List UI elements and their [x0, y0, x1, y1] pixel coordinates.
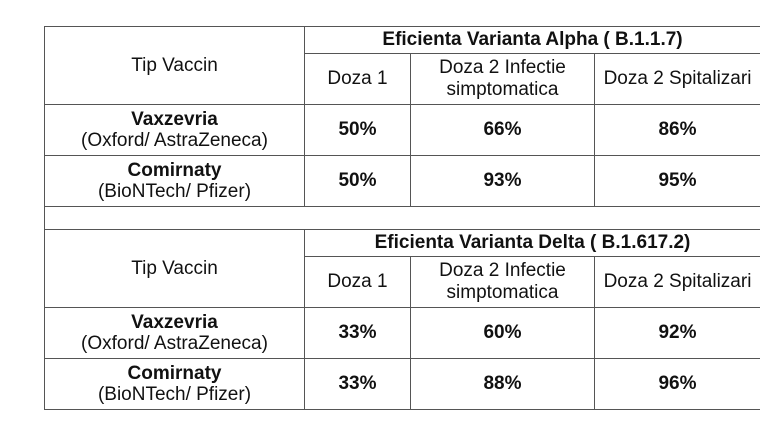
alpha-col-dose2-hospital: Doza 2 Spitalizari: [593, 53, 760, 105]
alpha-type-label: Tip Vaccin: [44, 26, 305, 105]
delta-col-dose2-infection: Doza 2 Infectie simptomatica: [410, 256, 595, 308]
table-row: Vaxzevria (Oxford/ AstraZeneca) 50% 66% …: [44, 104, 760, 156]
delta-col-dose2-hospital: Doza 2 Spitalizari: [593, 256, 760, 308]
section-spacer: [43, 206, 760, 230]
alpha-variant-title: Eficienta Varianta Alpha ( B.1.1.7): [303, 26, 760, 54]
delta-subheader-row: Doza 1 Doza 2 Infectie simptomatica Doza…: [45, 256, 760, 308]
vaccine-name: Vaxzevria: [131, 109, 218, 130]
table-row: Vaxzevria (Oxford/ AstraZeneca) 33% 60% …: [44, 307, 760, 359]
delta-col-dose1: Doza 1: [304, 256, 411, 308]
efficacy-value: 95%: [593, 155, 760, 207]
vaccine-cell: Comirnaty (BioNTech/ Pfizer): [44, 358, 305, 410]
vaccine-cell: Comirnaty (BioNTech/ Pfizer): [44, 155, 305, 207]
efficacy-value: 92%: [593, 307, 760, 359]
efficacy-value: 88%: [410, 358, 595, 410]
spacer-cell: [43, 206, 760, 230]
delta-header-row: Tip Vaccin Eficienta Varianta Delta ( B.…: [44, 229, 760, 308]
efficacy-value: 50%: [304, 104, 411, 156]
vaccine-name: Vaxzevria: [131, 312, 218, 333]
efficacy-value: 60%: [410, 307, 595, 359]
efficacy-value: 33%: [304, 358, 411, 410]
efficacy-value: 93%: [410, 155, 595, 207]
delta-variant-title: Eficienta Varianta Delta ( B.1.617.2): [303, 229, 760, 257]
alpha-col-dose1: Doza 1: [304, 53, 411, 105]
vaccine-maker: (Oxford/ AstraZeneca): [81, 130, 268, 151]
table-row: Comirnaty (BioNTech/ Pfizer) 50% 93% 95%: [44, 155, 760, 207]
delta-type-label: Tip Vaccin: [44, 229, 305, 308]
vaccine-maker: (Oxford/ AstraZeneca): [81, 333, 268, 354]
alpha-subheader-row: Doza 1 Doza 2 Infectie simptomatica Doza…: [45, 53, 760, 105]
efficacy-value: 33%: [304, 307, 411, 359]
alpha-header-row: Tip Vaccin Eficienta Varianta Alpha ( B.…: [44, 26, 760, 105]
vaccine-maker: (BioNTech/ Pfizer): [97, 384, 252, 405]
vaccine-efficacy-table: Tip Vaccin Eficienta Varianta Alpha ( B.…: [43, 26, 760, 410]
vaccine-maker: (BioNTech/ Pfizer): [97, 181, 252, 202]
vaccine-cell: Vaxzevria (Oxford/ AstraZeneca): [44, 307, 305, 359]
table-row: Comirnaty (BioNTech/ Pfizer) 33% 88% 96%: [44, 358, 760, 410]
efficacy-value: 96%: [593, 358, 760, 410]
efficacy-value: 50%: [304, 155, 411, 207]
alpha-col-dose2-infection: Doza 2 Infectie simptomatica: [410, 53, 595, 105]
efficacy-value: 86%: [593, 104, 760, 156]
efficacy-value: 66%: [410, 104, 595, 156]
vaccine-name: Comirnaty: [127, 363, 222, 384]
vaccine-name: Comirnaty: [127, 160, 222, 181]
vaccine-cell: Vaxzevria (Oxford/ AstraZeneca): [44, 104, 305, 156]
